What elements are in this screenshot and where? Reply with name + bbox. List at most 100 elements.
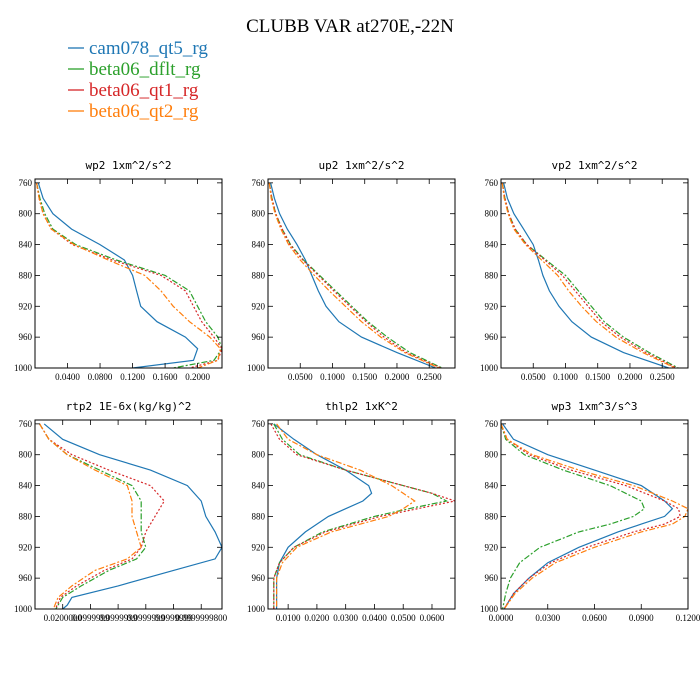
y-tick-label: 960 (252, 332, 266, 342)
y-tick-label: 1000 (480, 363, 499, 373)
x-tick-label: 0.0500 (391, 613, 416, 623)
series-line-cam078_qt5_rg (503, 182, 669, 368)
x-tick-label: 0.0600 (582, 613, 607, 623)
figure-title: CLUBB VAR at270E,-22N (246, 16, 454, 37)
x-tick-label: 0.0600 (420, 613, 445, 623)
x-tick-label: 0.1200 (676, 613, 700, 623)
x-tick-label: 0.0300 (333, 613, 358, 623)
legend: cam078_qt5_rgbeta06_dflt_rgbeta06_qt1_rg… (68, 38, 208, 122)
x-tick-label: 0.1000 (553, 372, 578, 382)
series-line-beta06_dflt_rg (268, 182, 443, 368)
x-tick-label: 0.1500 (585, 372, 610, 382)
y-tick-label: 800 (19, 450, 33, 460)
y-tick-label: 800 (252, 209, 266, 219)
y-tick-label: 840 (485, 481, 499, 491)
y-tick-label: 840 (252, 481, 266, 491)
series-line-cam078_qt5_rg (273, 423, 373, 609)
y-tick-label: 880 (485, 270, 499, 280)
series-line-beta06_dflt_rg (501, 182, 679, 368)
y-tick-label: 960 (485, 332, 499, 342)
panel-title: wp3 1xm^3/s^3 (551, 400, 637, 413)
plot-frame (34, 419, 223, 610)
x-tick-label: 0.0500 (521, 372, 546, 382)
x-tick-label: 0.2500 (650, 372, 675, 382)
y-tick-label: 760 (19, 178, 33, 188)
y-tick-label: 920 (252, 542, 266, 552)
x-tick-label: 0.0500 (288, 372, 313, 382)
plot-frame (267, 178, 456, 369)
series-line-beta06_qt2_rg (501, 423, 688, 609)
y-tick-label: 760 (252, 178, 266, 188)
y-tick-label: 960 (19, 332, 33, 342)
legend-label-beta06_qt1_rg: beta06_qt1_rg (89, 80, 199, 101)
y-tick-label: 920 (485, 301, 499, 311)
panel-5: thlp2 1xK^2 760 800 840 880 920 960 1000 0.0100 0… (247, 400, 456, 623)
series-line-beta06_qt1_rg (270, 423, 455, 609)
x-tick-label: 0.0200 (305, 613, 330, 623)
y-tick-label: 880 (252, 511, 266, 521)
y-tick-label: 960 (485, 573, 499, 583)
y-tick-label: 800 (485, 209, 499, 219)
y-tick-label: 840 (19, 481, 33, 491)
y-tick-label: 960 (19, 573, 33, 583)
x-tick-label: 0.2000 (185, 372, 210, 382)
panel-6: wp3 1xm^3/s^3 760 800 840 880 920 960 10000.000… (480, 400, 700, 623)
panel-2: up2 1xm^2/s^2 760 800 840 880 920 960 1000 0.050… (247, 159, 456, 382)
x-tick-label: 0.0800 (88, 372, 113, 382)
series-line-cam078_qt5_rg (270, 182, 436, 368)
plot-frame (500, 178, 689, 369)
y-tick-label: 1000 (247, 604, 266, 614)
series-line-beta06_dflt_rg (36, 182, 222, 368)
y-tick-label: 920 (19, 301, 33, 311)
x-tick-label: 0.1000 (320, 372, 345, 382)
x-tick-label: 0.0400 (55, 372, 80, 382)
x-tick-label: 0.2000 (385, 372, 410, 382)
plot-frame (267, 419, 456, 610)
y-tick-label: 840 (252, 240, 266, 250)
x-tick-label: 0.0400 (362, 613, 387, 623)
panel-title: rtp2 1E-6x(kg/kg)^2 (66, 400, 192, 413)
y-tick-label: 880 (19, 270, 33, 280)
series-line-beta06_qt1_rg (501, 182, 677, 368)
y-tick-label: 840 (485, 240, 499, 250)
x-tick-label: 0.2000 (618, 372, 643, 382)
series-line-beta06_qt2_rg (501, 182, 676, 368)
panel-title: thlp2 1xK^2 (325, 400, 398, 413)
y-tick-label: 760 (252, 419, 266, 429)
series-line-cam078_qt5_rg (43, 423, 222, 609)
series-line-beta06_qt2_rg (39, 423, 142, 609)
x-tick-label: 0.0999999 (127, 613, 166, 623)
x-tick-label: 0.0100 (276, 613, 301, 623)
series-line-cam078_qt5_rg (502, 423, 674, 609)
series-line-beta06_qt1_rg (268, 182, 442, 368)
legend-label-beta06_qt2_rg: beta06_qt2_rg (89, 101, 199, 122)
chart-panels: wp2 1xm^2/s^2 760 800 840 880 920 960 1000 0.040… (14, 159, 700, 623)
y-tick-label: 880 (19, 511, 33, 521)
panel-title: up2 1xm^2/s^2 (318, 159, 404, 172)
y-tick-label: 800 (252, 450, 266, 460)
y-tick-label: 840 (19, 240, 33, 250)
panel-1: wp2 1xm^2/s^2 760 800 840 880 920 960 1000 0.040… (14, 159, 223, 382)
y-tick-label: 800 (485, 450, 499, 460)
x-tick-label: 0.1600 (153, 372, 178, 382)
y-tick-label: 1000 (247, 363, 266, 373)
plot-frame (34, 178, 223, 369)
y-tick-label: 920 (485, 542, 499, 552)
series-line-beta06_dflt_rg (501, 423, 646, 609)
panel-3: vp2 1xm^2/s^2 760 800 840 880 920 960 1000 0.050… (480, 159, 689, 382)
series-line-cam078_qt5_rg (37, 182, 199, 368)
y-tick-label: 760 (485, 178, 499, 188)
series-line-beta06_qt2_rg (276, 423, 416, 609)
series-line-beta06_qt2_rg (268, 182, 440, 368)
y-tick-label: 880 (252, 270, 266, 280)
x-tick-label: 0.1500 (352, 372, 377, 382)
y-tick-label: 960 (252, 573, 266, 583)
series-line-beta06_dflt_rg (273, 423, 449, 609)
x-tick-label: 0.0300 (535, 613, 560, 623)
y-tick-label: 760 (485, 419, 499, 429)
y-tick-label: 1000 (14, 604, 33, 614)
x-tick-label: 0.2500 (417, 372, 442, 382)
x-tick-label: 0.0000 (489, 613, 514, 623)
y-tick-label: 880 (485, 511, 499, 521)
